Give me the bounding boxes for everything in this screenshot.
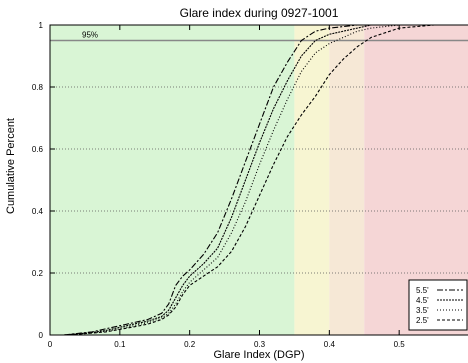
x-tick-label-1: 0.1 xyxy=(114,340,126,349)
y-tick-label-3: 0.6 xyxy=(32,145,44,154)
x-tick-label-2: 0.2 xyxy=(184,340,196,349)
y-axis-label: Cumulative Percent xyxy=(5,118,17,214)
reference-line-label: 95% xyxy=(82,31,98,40)
legend-label-2: 4.5' xyxy=(416,296,429,305)
legend-label-4: 2.5' xyxy=(416,316,429,325)
series-line-2 xyxy=(63,24,468,336)
background-band-1 xyxy=(50,25,295,335)
series-line-3 xyxy=(63,24,468,336)
y-tick-label-5: 1 xyxy=(39,21,44,30)
background-band-3 xyxy=(329,25,365,335)
series-line-4 xyxy=(63,24,468,336)
x-tick-label-4: 0.4 xyxy=(324,340,336,349)
x-tick-label-0: 0 xyxy=(48,340,53,349)
legend-box xyxy=(408,279,468,331)
x-axis-label: Glare Index (DGP) xyxy=(213,349,304,361)
y-tick-label-0: 0 xyxy=(39,331,44,340)
x-tick-label-3: 0.3 xyxy=(254,340,266,349)
chart-title: Glare index during 0927-1001 xyxy=(180,6,339,20)
y-tick-label-4: 0.8 xyxy=(32,83,44,92)
background-band-2 xyxy=(294,25,330,335)
legend-label-3: 3.5' xyxy=(416,306,429,315)
series-line-1 xyxy=(63,24,468,336)
plot-area: 95% 0 0.1 0.2 0.3 0.4 0.5 0 0.2 0.4 0.6 0.8 1 5.5'4.5… xyxy=(32,21,468,349)
y-tick-label-1: 0.2 xyxy=(32,269,44,278)
legend-label-1: 5.5' xyxy=(416,286,429,295)
y-tick-label-2: 0.4 xyxy=(32,207,44,216)
x-tick-label-5: 0.5 xyxy=(394,340,406,349)
legend: 5.5'4.5'3.5'2.5' xyxy=(408,279,468,331)
